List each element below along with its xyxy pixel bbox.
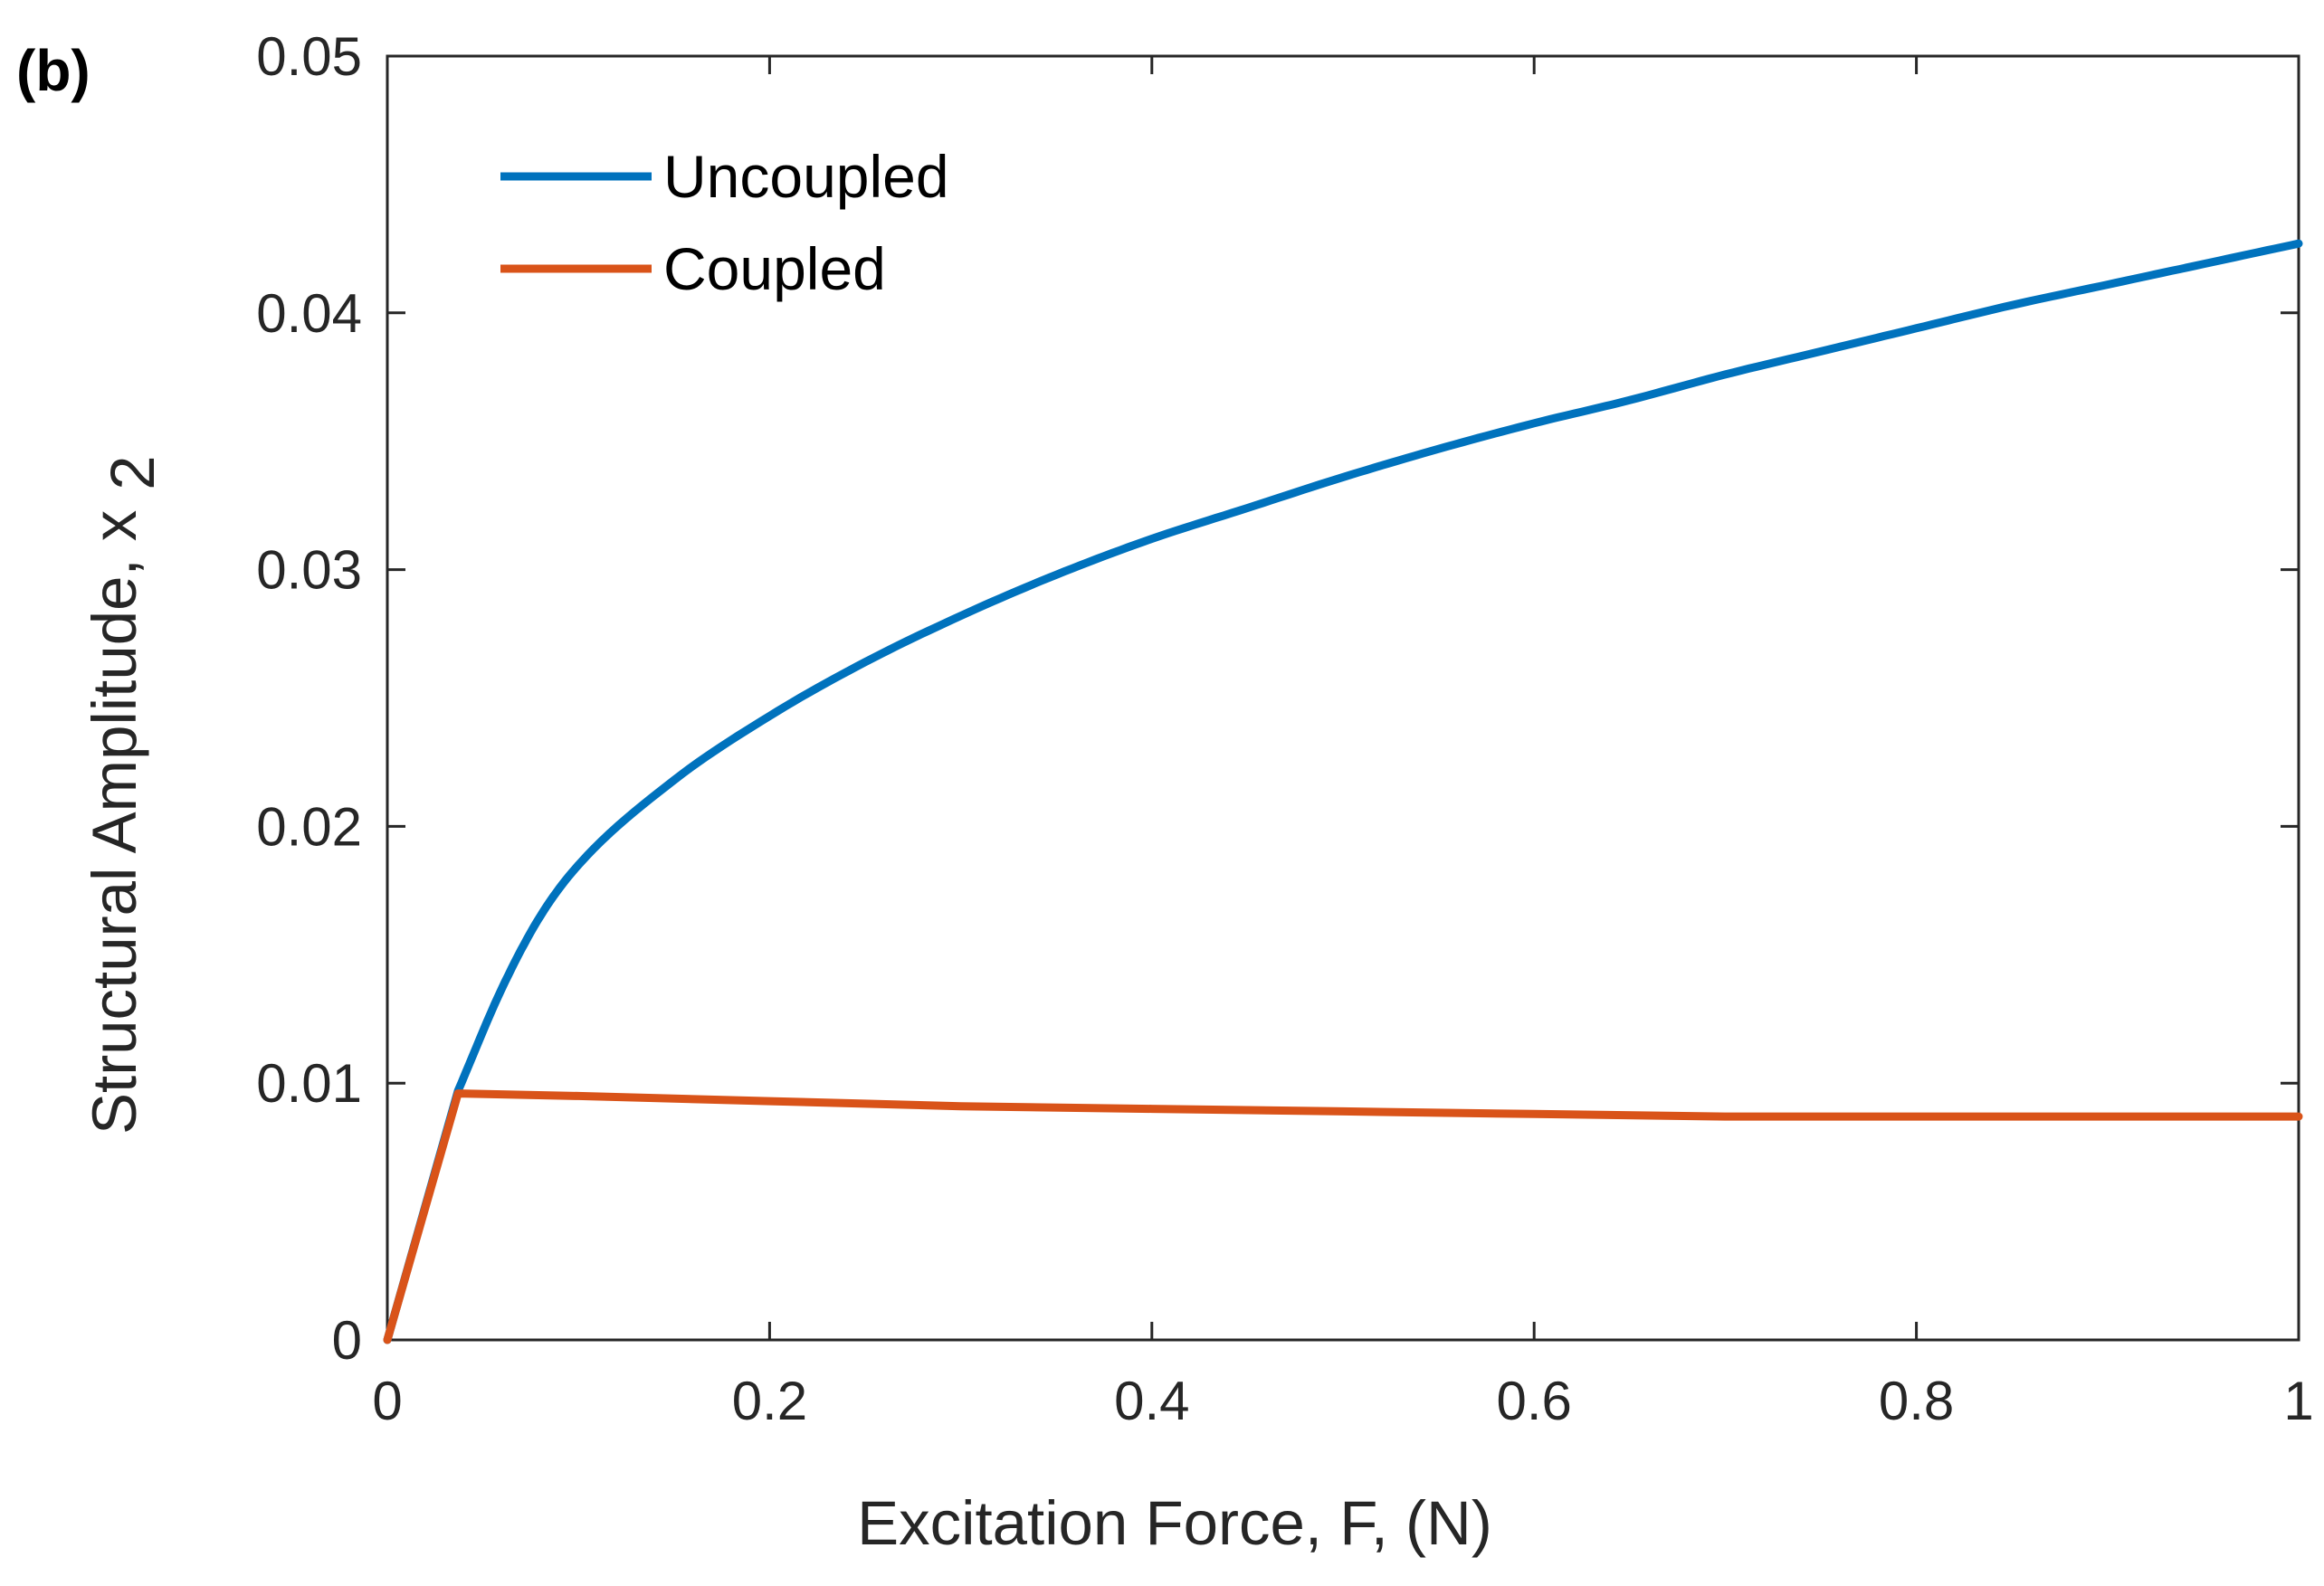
y-axis-title-main: Structural Amplitude, x [80, 510, 149, 1135]
legend-label-coupled: Coupled [663, 235, 886, 302]
y-tick-label: 0.04 [256, 283, 362, 344]
x-tick-label: 0 [372, 1371, 402, 1431]
panel-label: (b) [16, 38, 90, 103]
x-tick-label: 0.8 [1879, 1371, 1954, 1431]
y-tick-label: 0.05 [256, 26, 362, 87]
legend: Uncoupled Coupled [500, 143, 949, 302]
x-tick-label: 0.6 [1496, 1371, 1571, 1431]
x-tick-label: 0.4 [1114, 1371, 1189, 1431]
x-tick-label: 0.2 [732, 1371, 807, 1431]
plot-frame [386, 54, 2300, 1342]
legend-label-uncoupled: Uncoupled [663, 143, 949, 210]
x-ticks: 0 0.2 0.4 0.6 0.8 1 [372, 56, 2314, 1431]
plot-area: 0 0.2 0.4 0.6 0.8 1 0 0.01 0.02 0.03 0.04 0.05 [256, 26, 2313, 1431]
y-ticks: 0 0.01 0.02 0.03 0.04 0.05 [256, 26, 2299, 1371]
x-axis-title: Excitation Force, F, (N) [857, 1488, 1492, 1558]
y-axis-title-subscript: 2 [98, 455, 167, 489]
series-line-uncoupled [383, 239, 2303, 1344]
y-tick-label: 0.01 [256, 1053, 362, 1114]
x-tick-label: 1 [2283, 1371, 2313, 1431]
y-axis-title-group: Structural Amplitude, x 2 [80, 455, 167, 1135]
y-tick-label: 0.03 [256, 540, 362, 601]
series-group [383, 239, 2303, 1344]
y-tick-label: 0.02 [256, 796, 362, 857]
y-tick-label: 0 [332, 1310, 362, 1371]
y-axis-title: Structural Amplitude, x 2 [80, 455, 167, 1135]
series-line-coupled [383, 1089, 2303, 1344]
